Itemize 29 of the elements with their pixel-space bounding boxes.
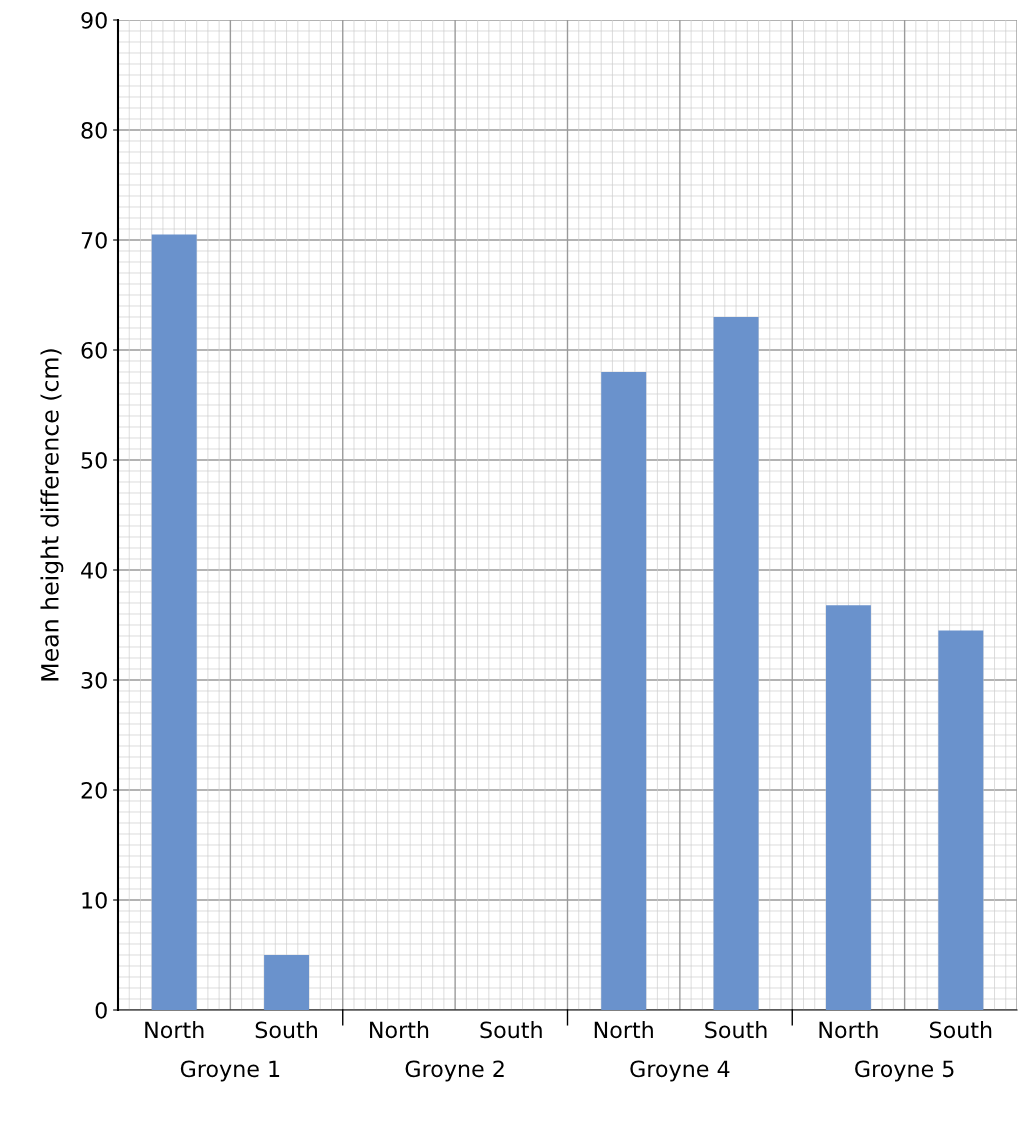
text: Groyne 5 (855, 1060, 954, 1082)
text: Groyne 4 (630, 1060, 730, 1082)
bar (601, 372, 647, 1010)
text: Groyne 1 (180, 1060, 280, 1082)
y-tick-label: 0 (95, 1001, 107, 1019)
bar (151, 234, 197, 1010)
y-tick-label: 70 (81, 231, 107, 249)
x-tick-label: South (480, 1021, 542, 1039)
x-tick-label: North (370, 1021, 429, 1039)
x-tick-label: North (594, 1021, 653, 1039)
y-tick-label: 80 (81, 121, 107, 139)
x-tick-label: South (255, 1021, 317, 1039)
bar (938, 630, 984, 1010)
y-tick-label: 10 (82, 891, 107, 909)
y-tick-label: 50 (81, 451, 107, 469)
y-tick-label: 40 (81, 561, 107, 579)
bar (825, 605, 871, 1010)
y-tick-label: 90 (81, 11, 107, 29)
x-tick-label: North (819, 1021, 878, 1039)
y-tick-label: 20 (81, 781, 107, 799)
y-axis-title: Mean height difference (cm) (40, 349, 64, 681)
x-tick-label: North (145, 1021, 204, 1039)
text: Groyne 2 (405, 1060, 504, 1082)
bar (713, 317, 759, 1010)
bar (264, 955, 310, 1010)
y-tick-label: 30 (81, 671, 107, 689)
x-tick-label: South (929, 1021, 992, 1039)
y-tick-label: 60 (81, 341, 107, 359)
x-tick-label: South (705, 1021, 767, 1039)
